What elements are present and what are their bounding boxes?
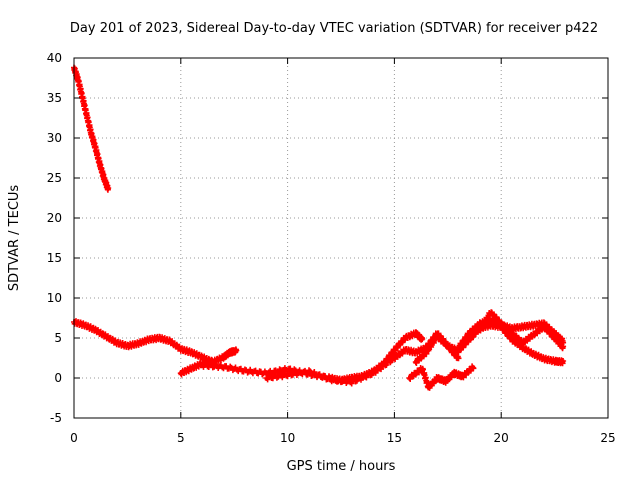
x-tick-label: 5 [177, 431, 185, 445]
y-tick-label: 0 [54, 371, 62, 385]
data-point-marks [406, 363, 477, 391]
y-axis-label: SDTVAR / TECUs [7, 185, 22, 292]
y-tick-label: 15 [47, 251, 62, 265]
y-tick-label: 40 [47, 51, 62, 65]
series-arc-2 [71, 318, 216, 367]
data-point-marks [476, 309, 567, 352]
y-tick-label: 25 [47, 171, 62, 185]
series-arc-9 [476, 309, 567, 352]
grid-lines [74, 58, 608, 418]
data-series [71, 64, 567, 391]
x-tick-label: 25 [600, 431, 615, 445]
y-tick-label: 20 [47, 211, 62, 225]
series-arc-1 [71, 64, 112, 193]
y-tick-label: -5 [50, 411, 62, 425]
x-tick-label: 15 [387, 431, 402, 445]
axis-ticks: 0 5 10 15 20 25 -5 0 5 10 15 20 25 30 35 40 [47, 51, 616, 445]
y-tick-label: 10 [47, 291, 62, 305]
chart-title: Day 201 of 2023, Sidereal Day-to-day VTE… [70, 21, 598, 36]
data-point-marks [71, 318, 216, 367]
y-tick-label: 5 [54, 331, 62, 345]
y-tick-label: 30 [47, 131, 62, 145]
x-axis-label: GPS time / hours [287, 459, 396, 474]
data-point-marks [71, 64, 112, 193]
x-tick-label: 0 [70, 431, 78, 445]
series-arc-7 [406, 363, 477, 391]
x-tick-label: 10 [280, 431, 295, 445]
x-tick-label: 20 [494, 431, 509, 445]
y-tick-label: 35 [47, 91, 62, 105]
plot-frame [73, 57, 609, 419]
